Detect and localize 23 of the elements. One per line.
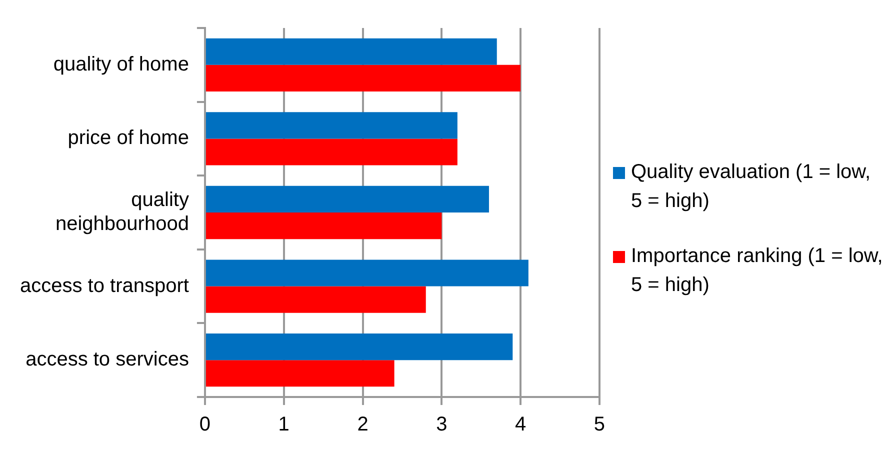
bar xyxy=(206,260,528,286)
bar xyxy=(206,186,489,212)
bar xyxy=(206,138,458,166)
y-tick-label: quality of home xyxy=(53,53,189,76)
x-tick-label: 1 xyxy=(278,414,290,436)
y-tick-label: quality neighbourhood xyxy=(55,189,189,236)
legend-label: Quality evaluation (1 = low, 5 = high) xyxy=(631,160,872,214)
bar xyxy=(206,286,426,313)
x-tick-label: 4 xyxy=(514,414,526,436)
x-tick-label: 5 xyxy=(594,414,605,436)
bar xyxy=(206,38,497,65)
x-tick-label: 0 xyxy=(199,414,211,436)
y-tick-label: price of home xyxy=(68,127,189,150)
bar xyxy=(206,360,394,387)
legend-label: Importance ranking (1 = low, 5 = high) xyxy=(631,244,883,298)
x-tick-label: 3 xyxy=(436,414,448,436)
bar xyxy=(206,212,442,240)
y-tick-label: access to transport xyxy=(20,274,190,297)
bar xyxy=(206,64,521,92)
bar xyxy=(206,334,513,360)
bar xyxy=(206,112,458,139)
x-tick-label: 2 xyxy=(357,414,368,436)
y-tick-label: access to services xyxy=(26,348,189,371)
